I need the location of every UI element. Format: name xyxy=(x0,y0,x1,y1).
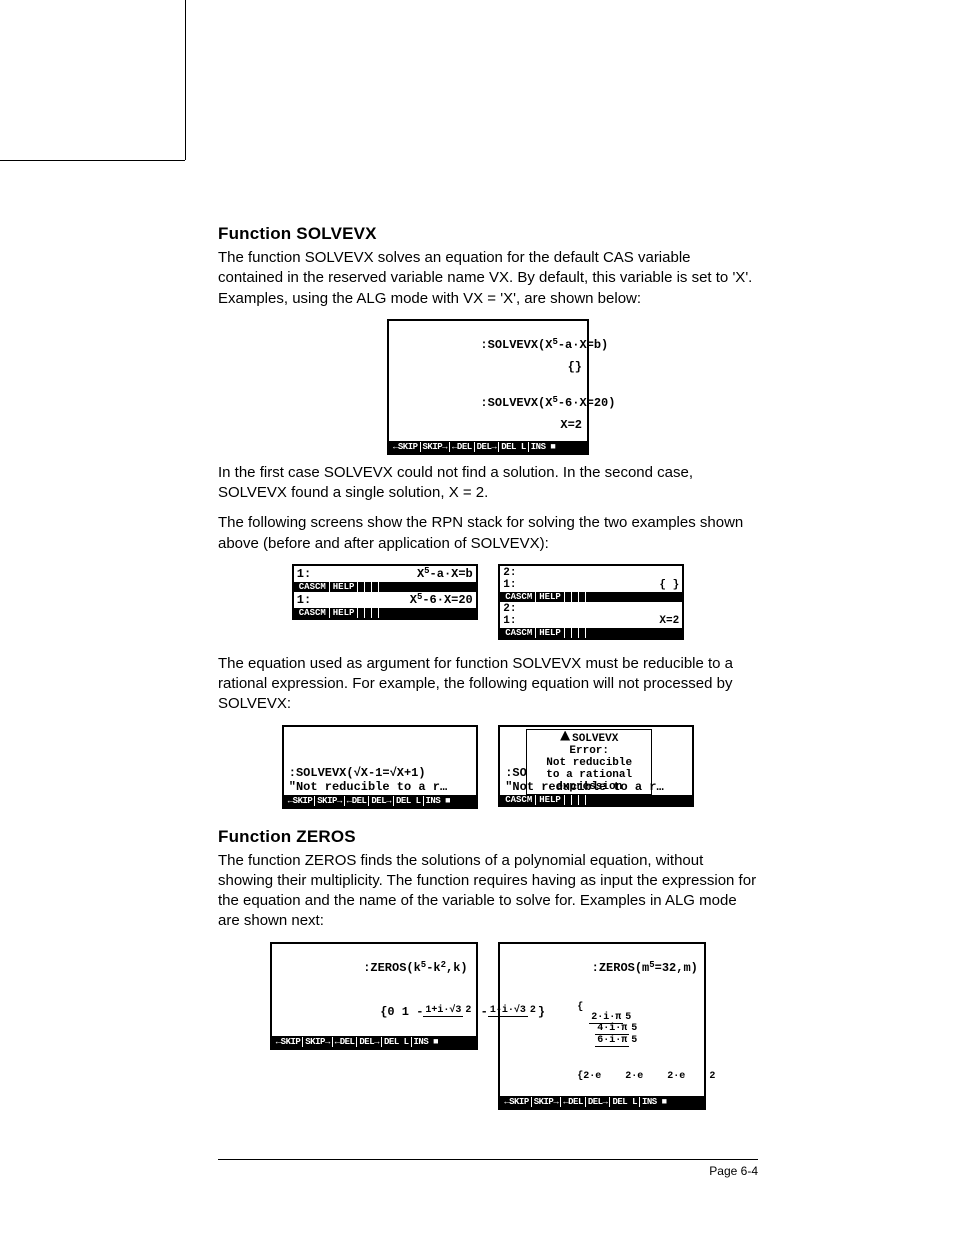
heading-solvevx: Function SOLVEVX xyxy=(218,224,758,244)
crop-mark-horizontal xyxy=(0,160,185,161)
lcd-line: {2·e 2·e 2·e 2 xyxy=(502,1059,702,1094)
softkey-row: CASCMHELP xyxy=(500,795,692,805)
softkey-row: ←SKIPSKIP→←DELDEL→DEL LINS ■ xyxy=(389,441,587,453)
lcd-line: :ZEROS(k5-k2,k) xyxy=(274,946,474,990)
lcd-line: {0 1 -1+i·√32 -1-i·√32} xyxy=(274,990,474,1034)
para-reducible: The equation used as argument for functi… xyxy=(218,654,758,715)
calculator-screen-rpn-after: 2:1: { } CASCMHELP 2:1: X=2 CASCMHELP xyxy=(498,564,684,640)
calculator-screen-zeros-k: :ZEROS(k5-k2,k) {0 1 -1+i·√32 -1-i·√32} … xyxy=(270,942,478,1050)
warning-icon xyxy=(560,731,570,741)
lcd-line: :SOLVEVX(X5-6·X=20) X=2 xyxy=(391,381,585,439)
calculator-screen-error-input: :SOLVEVX(√X-1=√X+1) "Not reducible to a … xyxy=(282,725,478,809)
para-zeros-intro: The function ZEROS finds the solutions o… xyxy=(218,851,758,932)
calculator-screen-error-popup: SOLVEVX Error: Not reducible to a ration… xyxy=(498,725,694,807)
page-footer: Page 6-4 xyxy=(218,1159,758,1178)
lcd-line: { 2·i·π5 4·i·π5 6·i·π5 xyxy=(502,990,702,1060)
heading-zeros: Function ZEROS xyxy=(218,827,758,847)
softkey-row: ←SKIPSKIP→←DELDEL→DEL LINS ■ xyxy=(272,1036,476,1048)
calculator-screen-rpn-before: 1: X5-a·X=b CASCMHELP 1: X5-6·X=20 CASCM… xyxy=(292,564,478,620)
lcd-line: :ZEROS(m5=32,m) xyxy=(502,946,702,990)
softkey-row: ←SKIPSKIP→←DELDEL→DEL LINS ■ xyxy=(500,1096,704,1108)
softkey-row: ←SKIPSKIP→←DELDEL→DEL LINS ■ xyxy=(284,795,476,807)
para-solvevx-intro: The function SOLVEVX solves an equation … xyxy=(218,248,758,309)
page-number: Page 6-4 xyxy=(709,1164,758,1178)
calculator-screen-alg-solvevx: :SOLVEVX(X5-a·X=b) {} :SOLVEVX(X5-6·X=20… xyxy=(387,319,589,455)
para-rpn-intro: The following screens show the RPN stack… xyxy=(218,513,758,554)
lcd-line: :SOLVEVX(X5-a·X=b) {} xyxy=(391,323,585,381)
lcd-line: "Not reducible to a r… xyxy=(286,779,450,795)
para-solvevx-result: In the first case SOLVEVX could not find… xyxy=(218,463,758,504)
crop-mark-vertical xyxy=(185,0,186,160)
lcd-line: "Not reducible to a r… xyxy=(502,779,666,795)
page-content: Function SOLVEVX The function SOLVEVX so… xyxy=(218,224,758,1118)
calculator-screen-zeros-m: :ZEROS(m5=32,m) { 2·i·π5 4·i·π5 6·i·π5 {… xyxy=(498,942,706,1111)
